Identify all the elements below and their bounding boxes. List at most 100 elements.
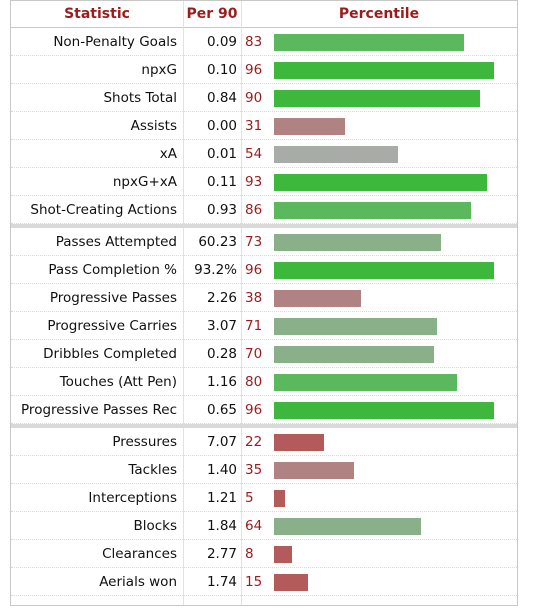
statistic-label[interactable]: Progressive Passes [49, 290, 177, 306]
column-divider [183, 1, 184, 605]
percentile-bar [274, 318, 437, 335]
row-separator [11, 423, 517, 424]
percentile-value: 83 [245, 34, 263, 50]
percentile-bar [274, 174, 487, 191]
row-separator [11, 367, 517, 368]
per90-value: 0.10 [206, 62, 237, 78]
statistic-label[interactable]: Progressive Carries [47, 318, 177, 334]
per90-value: 1.21 [206, 490, 237, 506]
header-per90[interactable]: Per 90 [186, 6, 238, 22]
per90-value: 2.26 [206, 290, 237, 306]
table-row: Pass Completion % 93.2% 96 [11, 256, 517, 284]
statistic-label[interactable]: Pass Completion % [48, 262, 177, 278]
table-row: npxG+xA 0.11 93 [11, 168, 517, 196]
statistic-label[interactable]: Passes Attempted [55, 234, 177, 250]
row-separator [11, 567, 517, 568]
percentile-bar [274, 346, 434, 363]
percentile-value: 86 [245, 202, 263, 218]
section-divider [11, 224, 517, 228]
percentile-value: 71 [245, 318, 263, 334]
table-row: Blocks 1.84 64 [11, 512, 517, 540]
row-separator [11, 195, 517, 196]
per90-value: 0.65 [206, 402, 237, 418]
percentile-bar [274, 546, 292, 563]
per90-value: 7.07 [206, 434, 237, 450]
column-divider [241, 1, 242, 605]
statistic-label[interactable]: Shot-Creating Actions [30, 202, 177, 218]
percentile-value: 22 [245, 434, 263, 450]
percentile-bar [274, 374, 457, 391]
percentile-value: 8 [245, 546, 254, 562]
statistic-label[interactable]: Dribbles Completed [43, 346, 177, 362]
statistic-label[interactable]: Touches (Att Pen) [59, 374, 177, 390]
per90-value: 0.00 [206, 118, 237, 134]
percentile-bar [274, 290, 361, 307]
table-row: Shot-Creating Actions 0.93 86 [11, 196, 517, 224]
statistic-label[interactable]: Progressive Passes Rec [21, 402, 177, 418]
percentile-value: 35 [245, 462, 263, 478]
statistic-label[interactable]: Interceptions [88, 490, 177, 506]
row-separator [11, 395, 517, 396]
row-separator [11, 255, 517, 256]
row-separator [11, 511, 517, 512]
per90-value: 93.2% [194, 262, 237, 278]
percentile-bar [274, 118, 345, 135]
statistic-label[interactable]: Assists [130, 118, 177, 134]
statistic-label[interactable]: Shots Total [103, 90, 177, 106]
table-header: Statistic Per 90 Percentile [11, 1, 517, 28]
percentile-bar [274, 90, 480, 107]
header-statistic[interactable]: Statistic [64, 6, 130, 22]
table-row: Tackles 1.40 35 [11, 456, 517, 484]
per90-value: 0.11 [206, 174, 237, 190]
per90-value: 60.23 [198, 234, 237, 250]
per90-value: 0.28 [206, 346, 237, 362]
table-row: xA 0.01 54 [11, 140, 517, 168]
per90-value: 0.09 [206, 34, 237, 50]
table-row: Touches (Att Pen) 1.16 80 [11, 368, 517, 396]
percentile-bar [274, 490, 285, 507]
statistic-label[interactable]: npxG [141, 62, 177, 78]
row-separator [11, 139, 517, 140]
statistic-label[interactable]: Tackles [128, 462, 177, 478]
row-separator [11, 55, 517, 56]
per90-value: 2.77 [206, 546, 237, 562]
percentile-bar [274, 262, 494, 279]
row-separator [11, 339, 517, 340]
percentile-bar [274, 574, 308, 591]
statistic-label[interactable]: Aerials won [99, 574, 177, 590]
table-row: Progressive Carries 3.07 71 [11, 312, 517, 340]
percentile-bar [274, 402, 494, 419]
row-separator [11, 167, 517, 168]
percentile-value: 15 [245, 574, 263, 590]
statistic-label[interactable]: Non-Penalty Goals [53, 34, 177, 50]
percentile-value: 31 [245, 118, 263, 134]
percentile-value: 96 [245, 62, 263, 78]
percentile-value: 90 [245, 90, 263, 106]
per90-value: 1.74 [206, 574, 237, 590]
statistic-label[interactable]: npxG+xA [112, 174, 177, 190]
table-row: Clearances 2.77 8 [11, 540, 517, 568]
statistic-label[interactable]: Pressures [112, 434, 177, 450]
table-row: npxG 0.10 96 [11, 56, 517, 84]
table-row: Progressive Passes 2.26 38 [11, 284, 517, 312]
statistic-label[interactable]: Clearances [102, 546, 177, 562]
table-row: Assists 0.00 31 [11, 112, 517, 140]
table-row: Passes Attempted 60.23 73 [11, 228, 517, 256]
per90-value: 1.84 [206, 518, 237, 534]
percentile-bar [274, 34, 464, 51]
percentile-value: 70 [245, 346, 263, 362]
section-divider [11, 424, 517, 428]
row-separator [11, 539, 517, 540]
percentile-value: 73 [245, 234, 263, 250]
table-row: Non-Penalty Goals 0.09 83 [11, 28, 517, 56]
percentile-value: 38 [245, 290, 263, 306]
statistic-label[interactable]: Blocks [133, 518, 177, 534]
header-percentile[interactable]: Percentile [338, 6, 420, 22]
row-separator [11, 223, 517, 224]
row-separator [11, 111, 517, 112]
percentile-table: Statistic Per 90 Percentile Non-Penalty … [10, 0, 518, 606]
statistic-label[interactable]: xA [159, 146, 177, 162]
row-separator [11, 283, 517, 284]
row-separator [11, 455, 517, 456]
percentile-value: 80 [245, 374, 263, 390]
